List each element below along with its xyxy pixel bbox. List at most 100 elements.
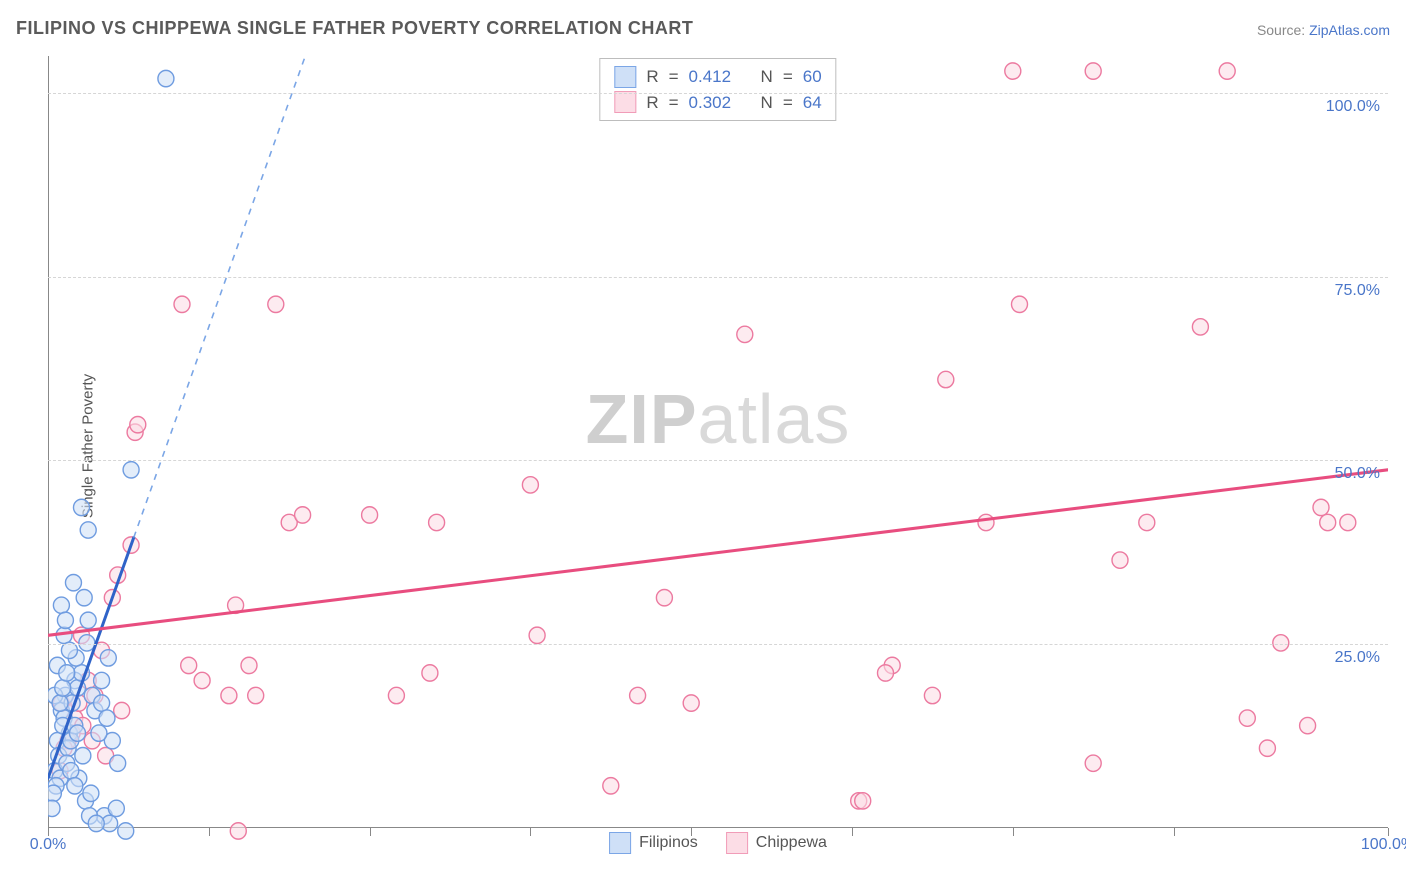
data-point-filipinos — [48, 785, 61, 801]
swatch-chippewa — [614, 91, 636, 113]
data-point-chippewa — [230, 823, 246, 839]
n-label: N — [761, 64, 773, 90]
legend-item-chippewa: Chippewa — [726, 832, 827, 854]
data-point-chippewa — [1139, 514, 1155, 530]
source-attribution: Source: ZipAtlas.com — [1257, 22, 1390, 38]
data-point-chippewa — [683, 695, 699, 711]
data-point-chippewa — [1259, 740, 1275, 756]
data-point-chippewa — [1112, 552, 1128, 568]
eq: = — [669, 64, 679, 90]
scatter-svg — [48, 56, 1388, 846]
data-point-filipinos — [123, 462, 139, 478]
source-link[interactable]: ZipAtlas.com — [1309, 22, 1390, 38]
r-label: R — [646, 64, 658, 90]
data-point-filipinos — [55, 680, 71, 696]
data-point-chippewa — [248, 687, 264, 703]
data-point-chippewa — [1219, 63, 1235, 79]
gridline-h — [48, 644, 1388, 645]
x-tick — [530, 828, 531, 836]
data-point-chippewa — [924, 687, 940, 703]
data-point-chippewa — [1313, 499, 1329, 515]
legend-label-chippewa: Chippewa — [756, 834, 827, 852]
data-point-filipinos — [100, 650, 116, 666]
data-point-chippewa — [362, 507, 378, 523]
data-point-filipinos — [80, 522, 96, 538]
data-point-chippewa — [1012, 296, 1028, 312]
legend-row-filipinos: R = 0.412 N = 60 — [614, 64, 821, 90]
data-point-chippewa — [422, 665, 438, 681]
y-tick-label: 25.0% — [1335, 649, 1380, 667]
data-point-filipinos — [76, 590, 92, 606]
x-tick-label: 100.0% — [1361, 836, 1406, 854]
data-point-chippewa — [388, 687, 404, 703]
data-point-chippewa — [1300, 717, 1316, 733]
x-tick — [370, 828, 371, 836]
data-point-filipinos — [57, 612, 73, 628]
data-point-chippewa — [878, 665, 894, 681]
x-tick — [1013, 828, 1014, 836]
data-point-chippewa — [978, 514, 994, 530]
correlation-legend: R = 0.412 N = 60 R = 0.302 N = 64 — [599, 58, 836, 121]
data-point-filipinos — [110, 755, 126, 771]
data-point-filipinos — [80, 612, 96, 628]
data-point-filipinos — [63, 763, 79, 779]
data-point-filipinos — [59, 665, 75, 681]
legend-label-filipinos: Filipinos — [639, 834, 698, 852]
data-point-chippewa — [630, 687, 646, 703]
data-point-chippewa — [855, 793, 871, 809]
data-point-filipinos — [53, 597, 69, 613]
data-point-filipinos — [83, 785, 99, 801]
data-point-chippewa — [1239, 710, 1255, 726]
y-tick-label: 100.0% — [1326, 98, 1380, 116]
series-legend: Filipinos Chippewa — [609, 832, 827, 854]
data-point-filipinos — [99, 710, 115, 726]
data-point-chippewa — [241, 657, 257, 673]
data-point-chippewa — [603, 778, 619, 794]
data-point-filipinos — [48, 800, 60, 816]
data-point-filipinos — [74, 499, 90, 515]
n-value-filipinos: 60 — [803, 64, 822, 90]
data-point-chippewa — [268, 296, 284, 312]
data-point-chippewa — [1340, 514, 1356, 530]
eq: = — [783, 64, 793, 90]
data-point-chippewa — [522, 477, 538, 493]
data-point-chippewa — [1192, 319, 1208, 335]
data-point-filipinos — [158, 70, 174, 86]
x-tick — [48, 828, 49, 836]
data-point-chippewa — [938, 371, 954, 387]
plot-area: ZIPatlas R = 0.412 N = 60 R = 0.302 N = … — [48, 56, 1388, 846]
y-tick-label: 50.0% — [1335, 465, 1380, 483]
data-point-chippewa — [1085, 755, 1101, 771]
gridline-h — [48, 277, 1388, 278]
y-tick-label: 75.0% — [1335, 282, 1380, 300]
data-point-filipinos — [88, 815, 104, 831]
data-point-filipinos — [69, 725, 85, 741]
data-point-chippewa — [221, 687, 237, 703]
source-prefix: Source: — [1257, 22, 1309, 38]
x-tick — [852, 828, 853, 836]
chart-title: FILIPINO VS CHIPPEWA SINGLE FATHER POVER… — [16, 18, 693, 38]
data-point-filipinos — [91, 725, 107, 741]
data-point-chippewa — [529, 627, 545, 643]
data-point-filipinos — [75, 748, 91, 764]
data-point-chippewa — [174, 296, 190, 312]
x-tick — [1174, 828, 1175, 836]
data-point-filipinos — [52, 695, 68, 711]
data-point-chippewa — [1085, 63, 1101, 79]
swatch-filipinos — [614, 66, 636, 88]
data-point-chippewa — [656, 590, 672, 606]
data-point-filipinos — [94, 672, 110, 688]
data-point-filipinos — [108, 800, 124, 816]
data-point-chippewa — [429, 514, 445, 530]
regression-line-chippewa — [48, 470, 1388, 636]
swatch-chippewa — [726, 832, 748, 854]
x-tick-label: 0.0% — [30, 836, 66, 854]
data-point-filipinos — [79, 635, 95, 651]
data-point-filipinos — [118, 823, 134, 839]
gridline-h — [48, 93, 1388, 94]
data-point-chippewa — [1005, 63, 1021, 79]
swatch-filipinos — [609, 832, 631, 854]
x-tick — [1388, 828, 1389, 836]
data-point-chippewa — [1320, 514, 1336, 530]
data-point-chippewa — [181, 657, 197, 673]
